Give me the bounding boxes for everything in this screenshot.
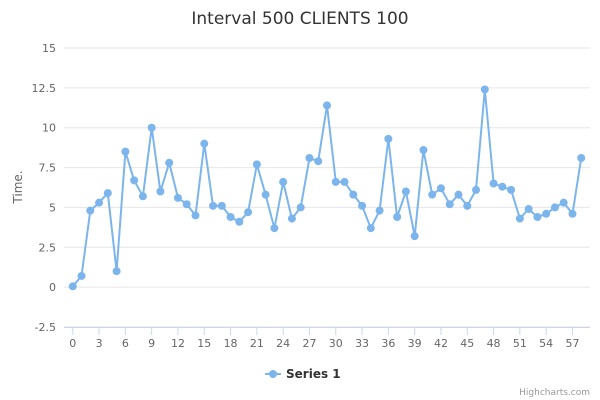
data-point[interactable] [550, 203, 559, 212]
data-point[interactable] [156, 187, 165, 196]
data-point[interactable] [524, 205, 533, 214]
data-point[interactable] [279, 177, 288, 186]
data-point[interactable] [261, 190, 270, 199]
data-point[interactable] [77, 271, 86, 280]
x-tick-label: 54 [539, 337, 553, 350]
data-point[interactable] [130, 176, 139, 185]
data-point[interactable] [480, 85, 489, 94]
x-tick-label: 21 [250, 337, 264, 350]
data-point[interactable] [270, 224, 279, 233]
data-point[interactable] [454, 190, 463, 199]
data-point[interactable] [209, 201, 218, 210]
x-tick-label: 42 [434, 337, 448, 350]
data-point[interactable] [331, 177, 340, 186]
data-point[interactable] [323, 101, 331, 110]
x-tick-label: 48 [487, 337, 501, 350]
data-point[interactable] [472, 185, 481, 194]
x-tick-label: 57 [565, 337, 579, 350]
y-tick-label: -2.5 [35, 321, 56, 334]
data-point[interactable] [235, 217, 244, 226]
data-point[interactable] [577, 154, 586, 163]
data-point[interactable] [410, 232, 419, 241]
data-point[interactable] [121, 147, 130, 156]
data-point[interactable] [86, 206, 95, 215]
data-point[interactable] [428, 190, 437, 199]
data-point[interactable] [542, 209, 551, 218]
data-point[interactable] [349, 190, 358, 199]
x-tick-label: 27 [302, 337, 316, 350]
x-tick-label: 51 [513, 337, 527, 350]
y-tick-label: 15 [42, 42, 56, 55]
data-point[interactable] [244, 208, 253, 217]
y-tick-label: 0 [49, 281, 56, 294]
legend-label[interactable]: Series 1 [286, 367, 341, 381]
x-tick-label: 45 [460, 337, 474, 350]
y-tick-label: 2.5 [39, 241, 57, 254]
data-point[interactable] [68, 282, 77, 291]
y-tick-label: 10 [42, 122, 56, 135]
x-tick-label: 0 [69, 337, 76, 350]
credits-link[interactable]: Highcharts.com [519, 388, 590, 398]
data-point[interactable] [173, 193, 182, 202]
data-point[interactable] [384, 134, 393, 143]
data-point[interactable] [112, 267, 121, 276]
data-point[interactable] [489, 179, 498, 188]
x-tick-label: 36 [381, 337, 395, 350]
data-point[interactable] [95, 198, 104, 207]
data-point[interactable] [165, 158, 174, 167]
y-tick-label: 12.5 [32, 82, 57, 95]
data-point[interactable] [507, 185, 516, 194]
legend-marker [269, 370, 277, 378]
data-point[interactable] [366, 224, 375, 233]
x-tick-label: 3 [96, 337, 103, 350]
data-point[interactable] [445, 200, 454, 209]
data-point[interactable] [498, 182, 507, 191]
data-point[interactable] [568, 209, 577, 218]
legend[interactable]: Series 1 [265, 367, 341, 381]
data-point[interactable] [419, 146, 428, 155]
x-tick-label: 18 [224, 337, 238, 350]
data-point[interactable] [340, 177, 349, 186]
data-point[interactable] [401, 187, 410, 196]
x-tick-label: 15 [197, 337, 211, 350]
y-axis-title: Time. [11, 170, 25, 204]
x-tick-label: 33 [355, 337, 369, 350]
data-point[interactable] [296, 203, 305, 212]
y-axis-ticks: -2.5 0 2.5 5 7.5 10 12.5 15 [32, 42, 57, 334]
data-point[interactable] [314, 157, 323, 166]
data-point[interactable] [147, 123, 156, 132]
x-tick-label: 9 [148, 337, 155, 350]
y-tick-label: 7.5 [39, 162, 57, 175]
data-point[interactable] [515, 214, 524, 223]
data-point[interactable] [375, 206, 384, 215]
data-point[interactable] [182, 200, 191, 209]
data-point[interactable] [305, 154, 314, 163]
data-point[interactable] [393, 212, 402, 221]
data-point[interactable] [191, 211, 200, 220]
data-point[interactable] [559, 198, 568, 207]
data-point[interactable] [138, 192, 147, 201]
chart-title: Interval 500 CLIENTS 100 [191, 9, 408, 29]
x-tick-label: 39 [408, 337, 422, 350]
x-tick-label: 30 [329, 337, 343, 350]
data-point[interactable] [287, 214, 296, 223]
x-tick-label: 6 [122, 337, 129, 350]
y-tick-label: 5 [49, 201, 56, 214]
data-point[interactable] [533, 212, 542, 221]
data-point[interactable] [200, 139, 209, 148]
data-point[interactable] [436, 184, 445, 193]
data-point[interactable] [252, 160, 261, 169]
data-point[interactable] [226, 212, 235, 221]
series-1[interactable] [68, 85, 586, 291]
data-point[interactable] [217, 201, 226, 210]
data-point[interactable] [103, 189, 112, 198]
x-tick-label: 12 [171, 337, 185, 350]
x-axis: 0 3 6 9 12 15 18 21 24 27 30 33 36 39 42 45 48 51 54 57 [64, 327, 590, 350]
data-point[interactable] [358, 201, 367, 210]
data-point[interactable] [463, 201, 472, 210]
x-tick-label: 24 [276, 337, 290, 350]
